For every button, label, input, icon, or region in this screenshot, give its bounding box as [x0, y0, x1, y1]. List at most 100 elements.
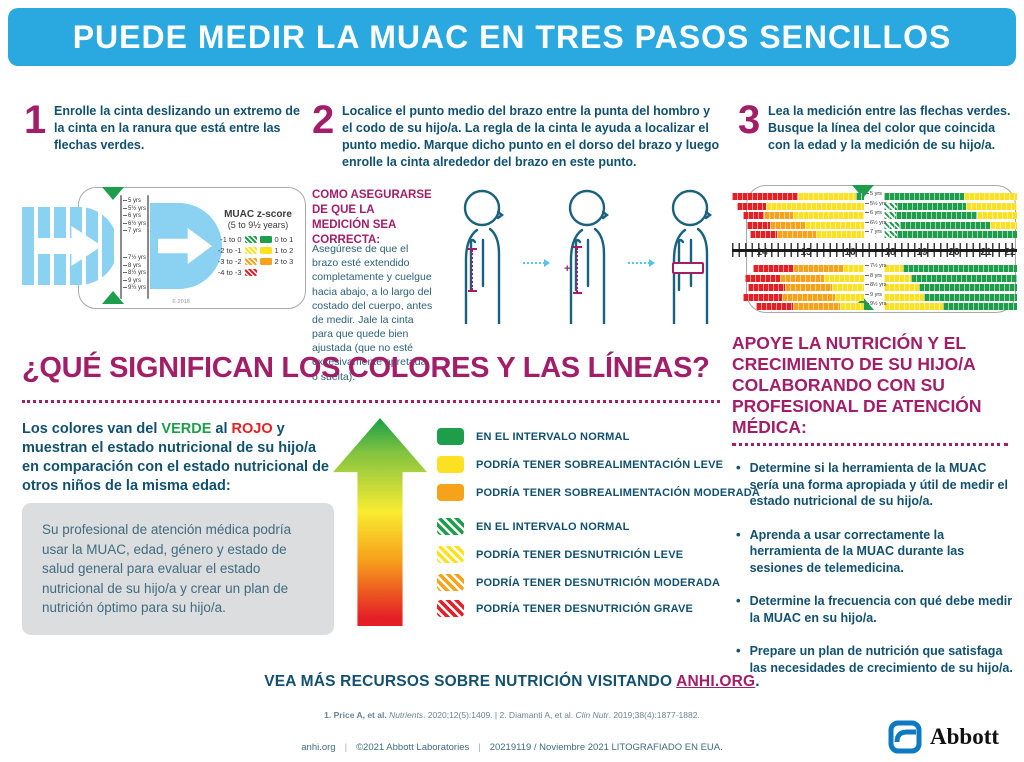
bullet-item: • Determine la frecuencia con qué debe m…: [736, 593, 1013, 625]
ruler-number: 16: [844, 247, 856, 258]
legend-row-undernutrition-moderate: PODRÍA TENER DESNUTRICIÓN MODERADA: [437, 574, 720, 591]
color-bars-right-top: [884, 193, 1018, 241]
scale-line-left: [120, 195, 122, 299]
green-swatch-icon: [437, 428, 464, 445]
yellow-swatch-icon: [437, 456, 464, 473]
zscore-legend-subtitle: (5 to 9½ years): [227, 220, 289, 230]
step-3-text: Lea la medición entre las flechas verdes…: [768, 104, 1011, 152]
right-arrow-icon: [34, 226, 102, 266]
zscore-legend-title: MUAC z-score: [224, 209, 292, 220]
anhi-org-link[interactable]: ANHI.ORG: [676, 673, 756, 690]
orange-swatch-icon: [437, 484, 464, 501]
step-2-text: Localice el punto medio del brazo entre …: [342, 104, 720, 169]
footer-copyright: ©2021 Abbott Laboratories: [356, 742, 470, 753]
child-figure-1: [442, 186, 517, 324]
dotted-arrow-icon: [523, 259, 550, 267]
hatched-red-swatch-icon: [244, 269, 257, 276]
howto-heading: COMO ASEGURARSE DE QUE LA MEDICIÓN SEA C…: [312, 189, 432, 246]
legend-row-overfeed-moderate: PODRÍA TENER SOBREALIMENTACIÓN MODERADA: [437, 484, 760, 501]
legend-row-normal-solid: EN EL INTERVALO NORMAL: [437, 428, 630, 445]
professional-note-box: Su profesional de atención médica podría…: [22, 503, 334, 635]
bullet-dot-icon: •: [736, 593, 741, 608]
gradient-arrow-icon: [333, 418, 427, 626]
legend-row-normal-hatched: EN EL INTERVALO NORMAL: [437, 518, 630, 535]
colors-intro-paragraph: Los colores van del VERDE al ROJO y mues…: [22, 421, 329, 495]
dotted-divider: [732, 443, 1008, 446]
zscore-row: -4 to -3: [210, 267, 306, 278]
bullet-dot-icon: •: [736, 643, 741, 658]
color-bars-left-bottom: [732, 265, 865, 313]
footer-anhi: anhi.org: [301, 742, 336, 753]
legend-row-undernutrition-mild: PODRÍA TENER DESNUTRICIÓN LEVE: [437, 546, 683, 563]
ruler-number: 18: [884, 247, 896, 258]
abbott-wordmark: Abbott: [930, 724, 1000, 749]
ruler-number: 15: [800, 247, 812, 258]
legend-row-overfeed-mild: PODRÍA TENER SOBREALIMENTACIÓN LEVE: [437, 456, 723, 473]
abbott-logo: Abbott: [888, 720, 999, 754]
right-arrow-icon: [158, 228, 212, 264]
zscore-row: -2 to -1 1 to 2: [217, 246, 294, 255]
orange-swatch-icon: [259, 258, 272, 265]
color-band-tape-illustration: 14 15 16 18 19 20 21 22 5 yrs 5½ yrs 6 y…: [732, 183, 1018, 315]
step-3-number: 3: [738, 98, 761, 142]
footnotes: 1. Price A, et al. Nutrients. 2020;12(5)…: [324, 710, 700, 720]
word-rojo: ROJO: [231, 421, 273, 437]
header-banner: PUEDE MEDIR LA MUAC EN TRES PASOS SENCIL…: [8, 8, 1016, 66]
bullet-dot-icon: •: [736, 526, 741, 542]
child-figure-2: +: [547, 186, 622, 324]
legend-row-undernutrition-severe: PODRÍA TENER DESNUTRICIÓN GRAVE: [437, 600, 693, 617]
hatched-green-swatch-icon: [244, 236, 257, 243]
measurement-ruler: 14 15 16 18 19 20 21 22: [732, 240, 1017, 262]
support-heading: APOYE LA NUTRICIÓN Y EL CRECIMIENTO DE S…: [732, 333, 982, 437]
dotted-arrow-icon: [628, 259, 655, 267]
step-1-text: Enrolle la cinta deslizando un extremo d…: [54, 104, 300, 152]
ruler-number: 19: [916, 247, 928, 258]
zscore-row: -1 to 0 0 to 1: [220, 235, 294, 244]
zscore-legend: MUAC z-score (5 to 9½ years) -1 to 0 0 t…: [210, 209, 306, 278]
bullet-item: • Prepare un plan de nutrición que satis…: [736, 643, 1013, 675]
age-labels-top: 5 yrs 5½ yrs 6 yrs 6½ yrs 7 yrs: [865, 190, 889, 238]
ruler-number: 21: [980, 247, 992, 258]
measurement-figures: +: [440, 186, 725, 328]
dotted-divider: [22, 400, 720, 403]
green-arrow-bottom-icon: [102, 291, 124, 304]
abbott-a-icon: [888, 720, 922, 754]
color-bars-left-top: [732, 193, 865, 241]
bullet-item: • Determine si la herramienta de la MUAC…: [736, 460, 1008, 508]
zscore-row: -3 to -2 2 to 3: [217, 257, 294, 266]
scale-line-right: [147, 195, 149, 299]
color-bars-right-bottom: [884, 265, 1018, 313]
hatched-red-swatch-icon: [437, 600, 464, 617]
hatched-orange-swatch-icon: [437, 574, 464, 591]
howto-body: Asegúrese de que el brazo esté extendido…: [312, 243, 433, 383]
bullet-dot-icon: •: [736, 460, 741, 475]
yellow-swatch-icon: [259, 247, 272, 254]
ruler-number: 14: [756, 247, 768, 258]
hatched-yellow-swatch-icon: [437, 546, 464, 563]
footer-print-id: 20219119 / Noviembre 2021 LITOGRAFIADO E…: [489, 742, 723, 753]
footer: anhi.org | ©2021 Abbott Laboratories | 20219…: [301, 742, 723, 753]
tape-roll: [150, 203, 222, 289]
ruler-number: 22: [1004, 247, 1016, 258]
child-figure-3: [650, 186, 725, 324]
copyright-note: © 2018: [172, 299, 190, 305]
step-2-number: 2: [312, 98, 335, 142]
age-scale-top: 5 yrs 5½ yrs 6 yrs 6½ yrs 7 yrs: [123, 198, 149, 236]
hatched-orange-swatch-icon: [244, 258, 257, 265]
step-1-number: 1: [24, 98, 47, 142]
age-scale-bottom: 7½ yrs 8 yrs 8½ yrs 9 yrs 9½ yrs: [123, 255, 149, 293]
support-bullet-list: • Determine si la herramienta de la MUAC…: [736, 460, 1014, 693]
hatched-yellow-swatch-icon: [244, 247, 257, 254]
page-title: PUEDE MEDIR LA MUAC EN TRES PASOS SENCIL…: [72, 18, 952, 55]
word-verde: VERDE: [161, 421, 212, 437]
bullet-item: • Aprenda a usar correctamente la herram…: [736, 526, 965, 575]
green-swatch-icon: [259, 236, 272, 243]
green-arrow-top-icon: [102, 187, 124, 200]
colors-section-title: ¿QUÉ SIGNIFICAN LOS COLORES Y LAS LÍNEAS…: [22, 352, 710, 384]
ruler-number: 20: [948, 247, 960, 258]
age-labels-bottom: 7½ yrs 8 yrs 8½ yrs 9 yrs 9½ yrs: [865, 262, 889, 310]
tape-strip: [22, 207, 118, 285]
hatched-green-swatch-icon: [437, 518, 464, 535]
resources-line: VEA MÁS RECURSOS SOBRE NUTRICIÓN VISITAN…: [264, 673, 760, 690]
